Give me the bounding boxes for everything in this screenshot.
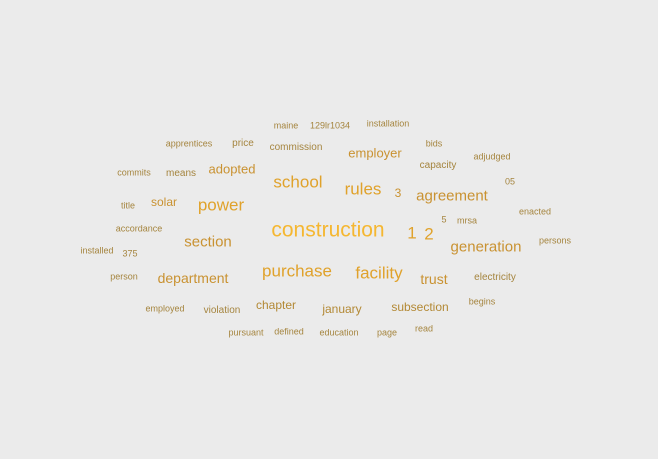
word-pursuant: pursuant: [228, 327, 264, 338]
word-mrsa: mrsa: [457, 215, 477, 226]
word-department: department: [157, 270, 229, 286]
word-maine: maine: [273, 120, 299, 131]
word-means: means: [165, 168, 197, 179]
word-installation: installation: [366, 118, 410, 129]
word-3: 3: [394, 186, 402, 200]
word-bids: bids: [425, 138, 443, 149]
word-begins: begins: [468, 296, 496, 307]
word-trust: trust: [420, 271, 448, 287]
word-enacted: enacted: [518, 206, 552, 217]
word-commits: commits: [117, 167, 151, 178]
word-chapter: chapter: [255, 298, 297, 312]
word-1: 1: [407, 223, 417, 243]
word-defined: defined: [274, 326, 304, 337]
word-129lr1034: 129lr1034: [309, 120, 351, 131]
word-school: school: [273, 172, 323, 192]
word-5: 5: [441, 214, 447, 225]
word-employer: employer: [348, 145, 402, 161]
word-accordance: accordance: [115, 223, 163, 234]
word-person: person: [110, 271, 138, 282]
word-construction: construction: [271, 218, 385, 242]
word-january: january: [322, 302, 362, 316]
word-generation: generation: [450, 238, 522, 256]
word-agreement: agreement: [416, 187, 488, 205]
word-solar: solar: [150, 195, 178, 209]
word-05: 05: [504, 176, 516, 187]
word-purchase: purchase: [262, 261, 332, 281]
word-electricity: electricity: [474, 272, 516, 283]
word-section: section: [184, 233, 232, 251]
word-page: page: [376, 327, 398, 338]
word-facility: facility: [355, 263, 403, 283]
word-adopted: adopted: [208, 161, 256, 177]
word-violation: violation: [203, 305, 241, 316]
word-read: read: [414, 323, 434, 334]
word-installed: installed: [80, 245, 114, 256]
word-rules: rules: [344, 179, 382, 199]
word-power: power: [197, 195, 245, 215]
word-education: education: [319, 327, 359, 338]
word-adjudged: adjudged: [473, 151, 511, 162]
word-apprentices: apprentices: [165, 138, 213, 149]
word-price: price: [232, 138, 254, 149]
word-subsection: subsection: [391, 300, 449, 314]
word-capacity: capacity: [419, 160, 457, 171]
word-employed: employed: [145, 303, 185, 314]
word-2: 2: [424, 224, 434, 244]
word-title: title: [120, 200, 136, 211]
word-commission: commission: [269, 142, 323, 153]
word-375: 375: [122, 248, 138, 259]
word-persons: persons: [538, 235, 572, 246]
